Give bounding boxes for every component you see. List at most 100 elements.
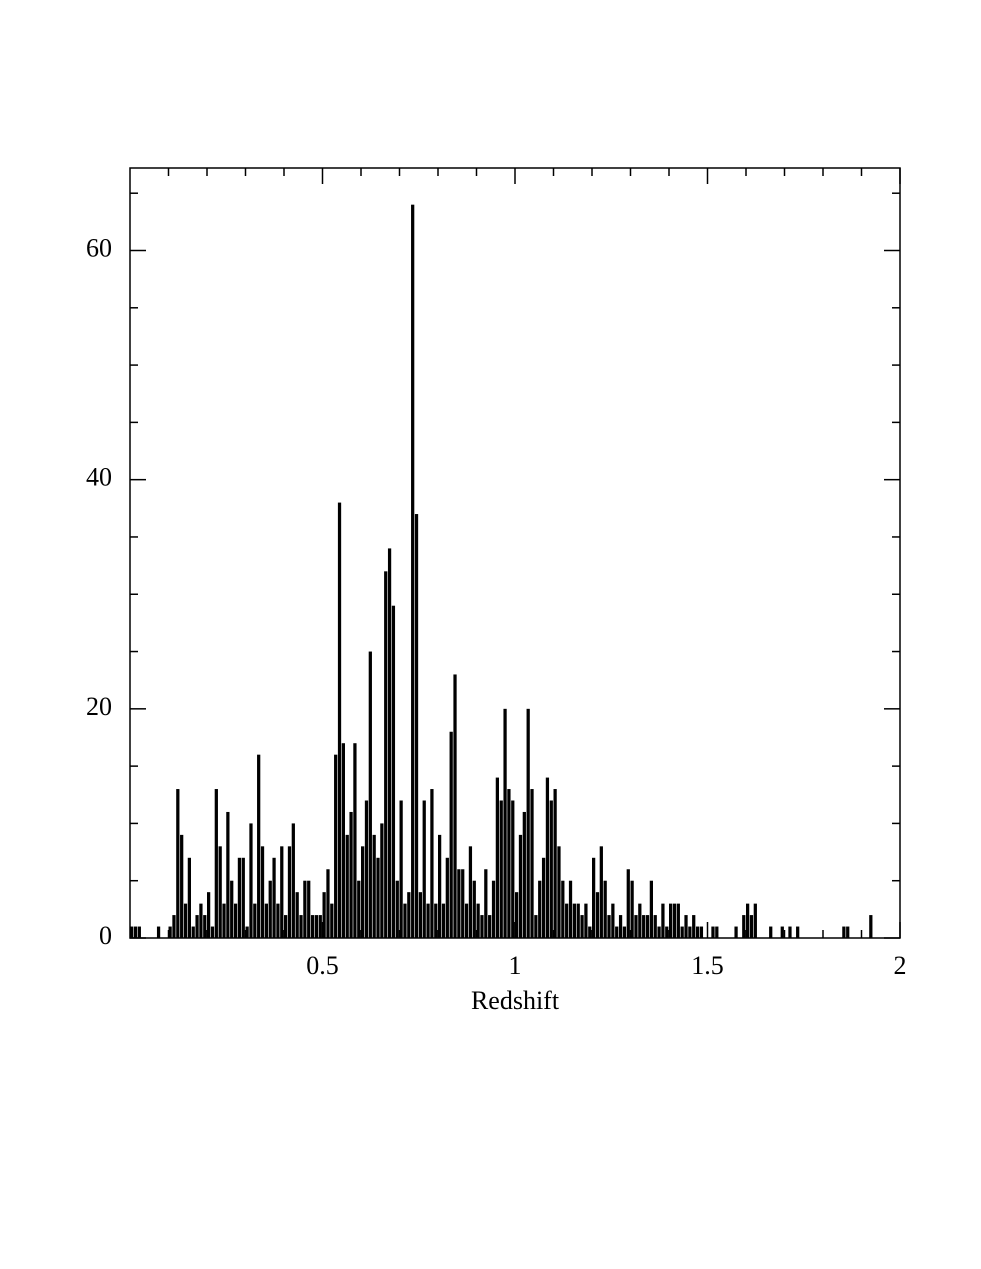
bar xyxy=(688,926,692,938)
plot-frame xyxy=(129,167,901,939)
bar xyxy=(214,789,218,938)
bar xyxy=(626,869,630,938)
bar xyxy=(788,926,792,938)
bar xyxy=(326,869,330,938)
bar xyxy=(199,903,203,938)
bar xyxy=(156,926,161,938)
bar xyxy=(395,880,399,938)
bar xyxy=(642,915,646,938)
bar xyxy=(464,903,469,938)
bar xyxy=(615,926,619,938)
bar xyxy=(337,502,342,938)
bar xyxy=(376,857,380,938)
bar xyxy=(345,834,349,938)
bar xyxy=(414,514,419,938)
bar xyxy=(622,926,627,938)
bar xyxy=(268,880,272,938)
bar xyxy=(253,903,257,938)
bar xyxy=(734,926,738,938)
bar xyxy=(603,880,607,938)
bar xyxy=(753,903,757,938)
bar xyxy=(684,915,688,938)
bar xyxy=(472,880,476,938)
bar xyxy=(561,880,565,938)
bar xyxy=(630,880,634,938)
x-tick-label: 1 xyxy=(509,951,522,980)
y-tick-label: 40 xyxy=(86,463,112,492)
bar xyxy=(499,800,503,938)
bar xyxy=(495,777,499,938)
bar xyxy=(322,892,326,938)
bar xyxy=(476,903,480,938)
bar xyxy=(341,743,345,938)
x-tick-label: 1.5 xyxy=(691,951,724,980)
bar xyxy=(257,754,261,938)
bar xyxy=(515,892,519,938)
bar xyxy=(584,903,588,938)
bar xyxy=(657,926,661,938)
bar xyxy=(711,926,715,938)
bar xyxy=(568,880,573,938)
bar xyxy=(353,743,357,938)
bar xyxy=(576,903,580,938)
bar xyxy=(553,789,557,938)
bar xyxy=(491,880,496,938)
bar xyxy=(545,777,550,938)
bar xyxy=(411,204,415,938)
bar xyxy=(314,915,319,938)
bar xyxy=(846,926,850,938)
bar xyxy=(669,903,673,938)
bar xyxy=(530,789,534,938)
bar xyxy=(368,651,372,938)
bar xyxy=(484,869,488,938)
bar xyxy=(280,846,284,938)
bar xyxy=(391,605,396,938)
bar xyxy=(695,926,700,938)
bar xyxy=(780,926,784,938)
bar xyxy=(387,548,392,938)
bar xyxy=(672,903,677,938)
bar xyxy=(449,731,453,938)
bar xyxy=(445,857,449,938)
bar xyxy=(592,857,596,938)
x-axis-label: Redshift xyxy=(471,986,560,1015)
bar xyxy=(310,915,315,938)
bar xyxy=(180,834,184,938)
bar xyxy=(595,892,600,938)
bar xyxy=(226,811,230,938)
bar xyxy=(364,800,369,938)
bar xyxy=(384,571,388,938)
bar xyxy=(303,880,307,938)
y-tick-label: 60 xyxy=(86,233,112,262)
bar xyxy=(580,915,584,938)
bar xyxy=(361,846,365,938)
bar xyxy=(318,915,322,938)
bar xyxy=(334,754,338,938)
bar xyxy=(749,915,754,938)
bar xyxy=(769,926,773,938)
bar xyxy=(746,903,750,938)
bar xyxy=(299,915,303,938)
bar xyxy=(357,880,361,938)
x-tick-label: 0.5 xyxy=(306,951,339,980)
bar xyxy=(307,880,311,938)
bar xyxy=(634,915,638,938)
bar xyxy=(210,926,215,938)
bar xyxy=(611,903,615,938)
bar xyxy=(699,926,704,938)
bar xyxy=(638,903,642,938)
bar xyxy=(276,903,280,938)
bar xyxy=(245,926,249,938)
bar xyxy=(191,926,195,938)
bar xyxy=(565,903,569,938)
bar xyxy=(403,903,407,938)
bar xyxy=(130,926,134,938)
bar xyxy=(453,674,457,938)
bar xyxy=(230,880,234,938)
bar xyxy=(133,926,138,938)
bar xyxy=(438,834,442,938)
bar xyxy=(430,789,434,938)
bar xyxy=(434,903,438,938)
bar xyxy=(218,846,222,938)
